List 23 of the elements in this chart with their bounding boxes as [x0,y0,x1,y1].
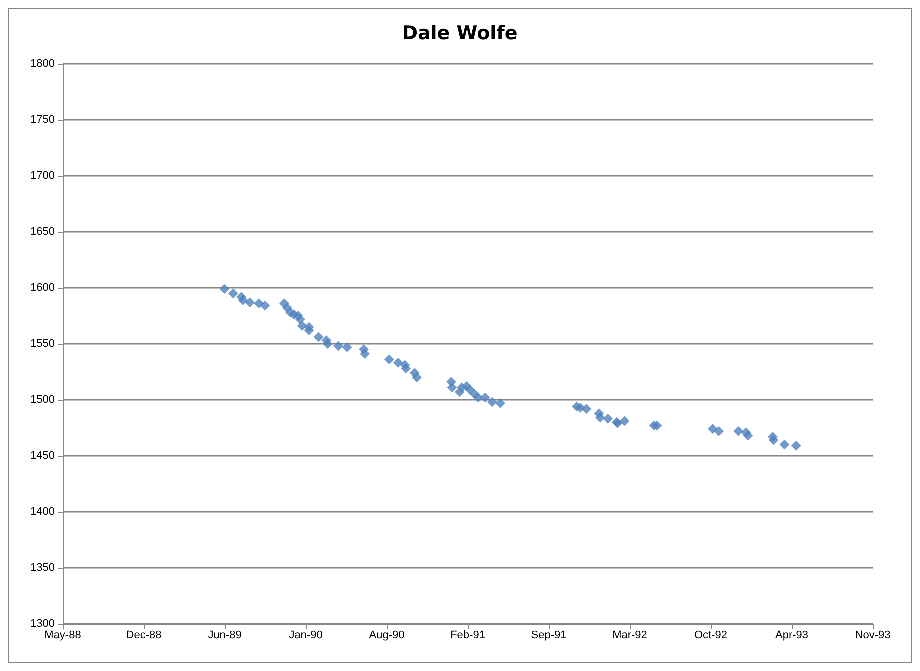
x-tick-label: Dec-88 [126,630,162,642]
y-tick-label: 1450 [30,450,55,462]
y-tick-label: 1800 [30,58,55,70]
x-tick-label: Jun-89 [208,630,242,642]
y-tick-label: 1550 [30,338,55,350]
x-tick-label: Nov-93 [855,630,891,642]
chart-title: Dale Wolfe [402,22,518,44]
y-tick-label: 1400 [30,506,55,518]
x-tick-label: Feb-91 [450,630,486,642]
y-tick-label: 1500 [30,394,55,406]
x-tick-label: Sep-91 [531,630,567,642]
x-tick-label: Mar-92 [612,630,648,642]
y-tick-label: 1650 [30,226,55,238]
y-tick-label: 1750 [30,114,55,126]
x-tick-label: Jan-90 [289,630,323,642]
y-tick-label: 1600 [30,282,55,294]
x-tick-label: May-88 [44,630,82,642]
x-tick-label: Apr-93 [775,630,809,642]
y-tick-label: 1700 [30,170,55,182]
y-tick-label: 1350 [30,562,55,574]
x-tick-label: Oct-92 [694,630,728,642]
y-tick-label: 1300 [30,618,55,630]
x-tick-label: Aug-90 [369,630,405,642]
